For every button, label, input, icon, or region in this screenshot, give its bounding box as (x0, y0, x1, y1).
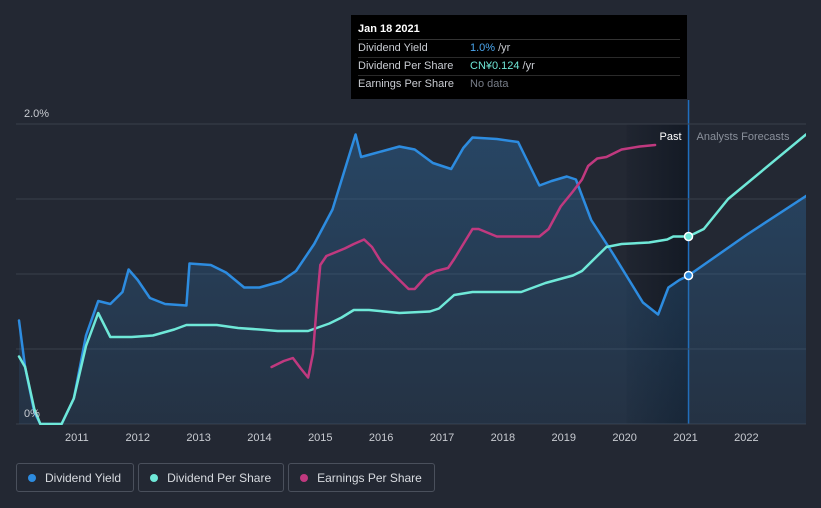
dividend-yield-area (19, 134, 806, 424)
dividend-per-share-line (17, 133, 806, 425)
earnings-per-share-line (270, 143, 657, 379)
tooltip-label: Dividend Per Share (358, 60, 454, 72)
legend-item-earnings-per-share[interactable]: Earnings Per Share (288, 463, 435, 492)
legend-dot-icon (150, 473, 159, 482)
series-marker (683, 231, 694, 242)
legend-item-dividend-yield[interactable]: Dividend Yield (16, 463, 135, 492)
series-marker (683, 270, 694, 281)
legend-dot-icon (300, 473, 309, 482)
tooltip-unit: /yr (522, 60, 535, 72)
hover-tooltip: Jan 18 2021 Dividend Yield 1.0% /yr Divi… (351, 15, 687, 99)
tooltip-value: 1.0% (470, 42, 496, 54)
past-label: Past (660, 131, 682, 143)
x-tick-label: 2018 (491, 432, 515, 444)
tooltip-value: No data (470, 78, 509, 90)
x-tick-label: 2012 (125, 432, 149, 444)
x-tick-label: 2022 (734, 432, 758, 444)
tooltip-row-dividend-yield: Dividend Yield 1.0% /yr (358, 40, 680, 58)
x-tick-label: 2015 (308, 432, 332, 444)
x-tick-label: 2020 (612, 432, 636, 444)
x-tick-label: 2016 (369, 432, 393, 444)
tooltip-label: Earnings Per Share (358, 78, 454, 90)
x-tick-label: 2021 (673, 432, 697, 444)
tooltip-unit: /yr (498, 42, 511, 54)
x-tick-label: 2014 (247, 432, 271, 444)
legend-label: Earnings Per Share (317, 470, 422, 485)
legend-label: Dividend Per Share (167, 470, 272, 485)
y-tick-label: 2.0% (24, 108, 49, 120)
x-tick-label: 2013 (186, 432, 210, 444)
tooltip-value: CN¥0.124 (470, 60, 520, 72)
x-tick-label: 2017 (430, 432, 454, 444)
legend-label: Dividend Yield (45, 470, 122, 485)
legend-item-dividend-per-share[interactable]: Dividend Per Share (138, 463, 285, 492)
tooltip-row-dividend-per-share: Dividend Per Share CN¥0.124 /yr (358, 58, 680, 76)
tooltip-date: Jan 18 2021 (358, 21, 680, 40)
y-tick-label: 0% (24, 408, 40, 420)
forecast-label: Analysts Forecasts (697, 131, 790, 143)
x-tick-label: 2011 (65, 432, 89, 444)
legend-dot-icon (28, 473, 36, 482)
chart-legend: Dividend Yield Dividend Per Share Earnin… (16, 463, 435, 492)
tooltip-label: Dividend Yield (358, 42, 428, 54)
x-tick-label: 2019 (552, 432, 576, 444)
tooltip-row-earnings-per-share: Earnings Per Share No data (358, 76, 680, 93)
dividend-yield-line (17, 133, 806, 425)
